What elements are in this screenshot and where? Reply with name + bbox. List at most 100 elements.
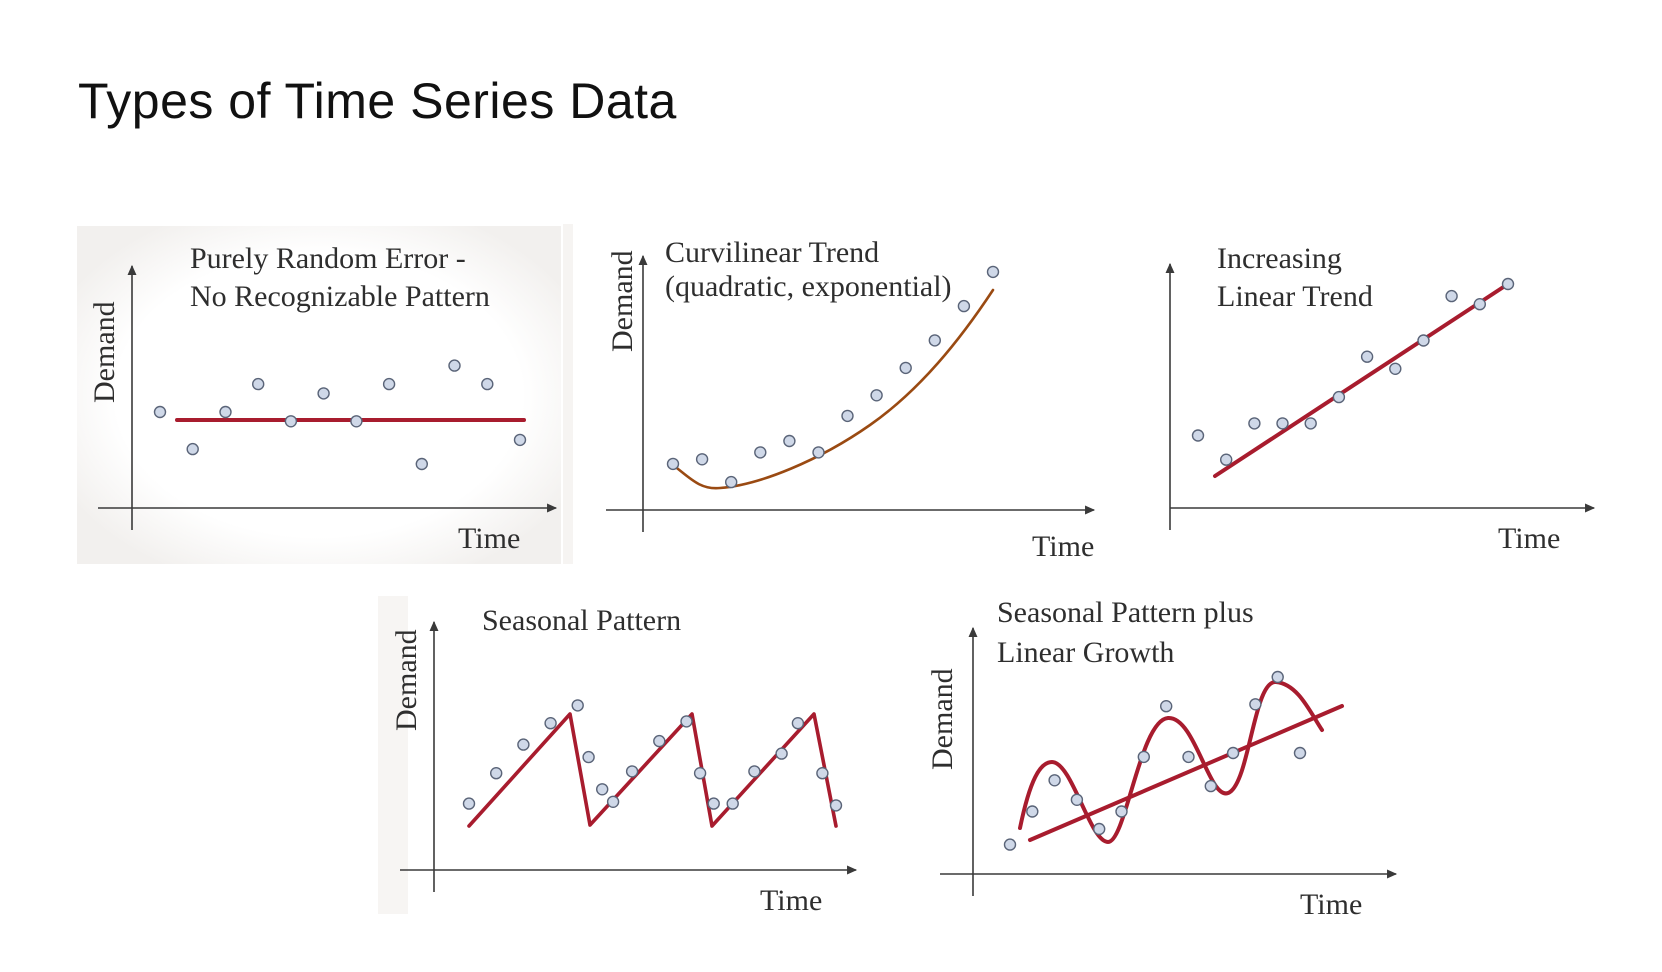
data-point [317,387,330,400]
data-point [829,799,843,812]
data-point [812,446,825,459]
data-point [186,442,199,456]
data-point [1501,277,1515,291]
panel-divider [563,224,573,564]
data-point [1389,362,1402,375]
data-point [1115,805,1128,818]
data-point [1137,750,1151,764]
panel-title-line-1: Purely Random Error - [190,242,466,275]
data-points [1191,277,1515,466]
data-point [1445,289,1458,303]
data-point [899,361,912,375]
data-point [1092,822,1106,836]
data-point [1417,334,1430,347]
data-point [816,767,829,780]
data-point [1191,429,1205,442]
data-point [1473,298,1487,311]
data-point [1248,417,1261,430]
data-point [791,717,805,730]
data-point [415,457,428,471]
curvilinear-trend-curve [671,288,995,490]
panel-title-line-1: Increasing [1217,242,1342,275]
data-point [1159,700,1173,713]
data-points [1003,670,1307,851]
panel-seasonal-growth: Seasonal Pattern plus Linear Growth Time… [926,596,1398,921]
x-axis-label: Time [458,522,520,555]
data-point [462,797,476,810]
panel-title-line-2: No Recognizable Pattern [190,280,490,313]
data-point [153,405,167,419]
panel-title-line-1: Curvilinear Trend [665,236,879,269]
panel-linear: Increasing Linear Trend Time [1165,242,1596,555]
data-point [1204,779,1218,793]
data-point [284,415,298,428]
data-point [219,405,232,419]
data-point [1003,838,1017,851]
data-point [1271,670,1284,684]
data-point [680,715,693,728]
linear-fit-line [1213,282,1510,478]
seasonal-sawtooth-line [467,712,838,828]
data-point [582,750,595,764]
data-point [350,415,363,428]
data-point [748,765,761,778]
data-point [1249,698,1262,711]
data-point [606,795,620,808]
panel-title-line-2: Linear Growth [997,636,1174,669]
linear-growth-line [1028,704,1344,842]
data-point [695,453,709,466]
data-point [1026,805,1039,818]
panel-random: Purely Random Error - No Recognizable Pa… [88,242,558,555]
data-point [1219,453,1233,466]
data-point [783,434,796,448]
seasonal-wave-curve [1018,680,1324,844]
panel-seasonal: Seasonal Pattern Time Demand [390,604,858,917]
page-title: Types of Time Series Data [78,73,677,129]
y-axis-label: Demand [926,668,959,770]
data-point [725,475,738,489]
data-point [544,717,557,730]
y-axis-label: Demand [390,629,423,731]
data-point [928,334,941,347]
data-point [986,265,1000,279]
y-axis-label: Demand [88,301,121,403]
x-axis-label: Time [760,884,822,917]
data-point [957,299,971,313]
data-point [1226,746,1240,760]
y-axis-label: Demand [606,250,639,352]
data-point [754,446,767,459]
data-point [870,389,883,402]
data-points [153,359,527,471]
panel-title-line-1: Seasonal Pattern [482,604,681,637]
data-point [1048,774,1061,787]
data-point [1070,793,1084,806]
data-point [382,377,396,391]
data-point [571,699,584,712]
data-point [517,738,530,751]
data-point [481,377,494,391]
data-points [462,699,843,812]
data-point [490,767,503,780]
data-point [625,765,639,778]
panel-title-line-2: (quadratic, exponential) [665,270,952,303]
x-axis-label: Time [1032,530,1094,563]
data-point [775,747,788,760]
data-point [707,797,720,810]
panel-bg-seasonal-edge [378,596,408,914]
data-point [1182,750,1195,764]
data-point [653,734,666,748]
panel-title-line-2: Linear Trend [1217,280,1373,313]
data-point [513,433,527,447]
data-point [841,409,854,423]
x-axis-label: Time [1300,888,1362,921]
data-points [666,265,1000,489]
data-point [726,797,739,810]
data-point [596,783,609,796]
data-point [448,359,461,372]
data-point [693,767,707,780]
data-point [1276,417,1289,430]
panel-curvilinear: Curvilinear Trend (quadratic, exponentia… [606,236,1096,563]
data-point [666,457,680,471]
data-point [1293,746,1307,760]
